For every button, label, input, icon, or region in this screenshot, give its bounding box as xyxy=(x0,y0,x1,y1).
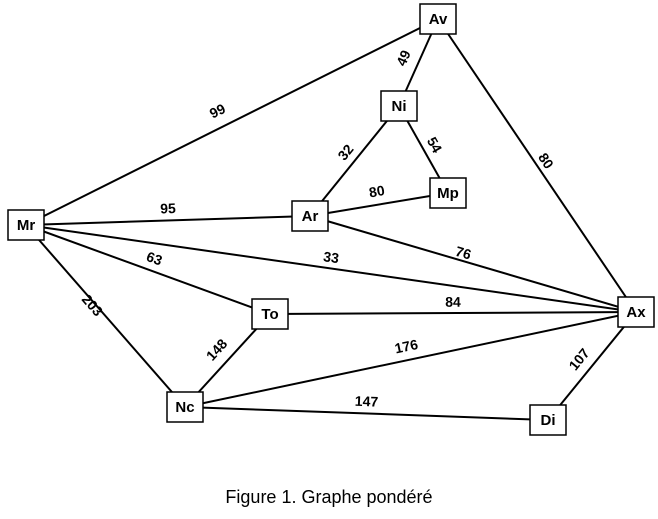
node-to: To xyxy=(251,298,289,330)
edge-weight-ni-ar: 32 xyxy=(334,141,356,163)
edge-weight-mr-ar: 95 xyxy=(160,200,176,216)
edge-mr-nc xyxy=(25,224,186,408)
node-mp: Mp xyxy=(429,177,467,209)
node-box-av xyxy=(419,3,457,35)
edge-av-ax xyxy=(437,18,637,313)
node-label-ax: Ax xyxy=(626,304,646,321)
edge-di-ax xyxy=(547,311,637,421)
node-label-to: To xyxy=(261,306,278,323)
edge-ni-ar xyxy=(309,105,400,217)
node-box-ax xyxy=(617,296,655,328)
edge-weight-to-ax: 84 xyxy=(445,294,461,310)
node-av: Av xyxy=(419,3,457,35)
edge-weight-ni-mp: 54 xyxy=(424,134,446,156)
edge-weight-ar-mp: 80 xyxy=(368,182,386,200)
node-label-av: Av xyxy=(429,11,448,28)
edge-weight-ar-ax: 76 xyxy=(454,243,474,263)
node-box-di xyxy=(529,404,567,436)
edge-nc-ax xyxy=(184,311,637,408)
edge-to-ax xyxy=(269,311,637,315)
edge-weight-nc-di: 147 xyxy=(355,393,379,410)
node-label-ni: Ni xyxy=(392,98,407,115)
edge-mr-to xyxy=(25,224,271,315)
node-label-mr: Mr xyxy=(17,217,35,234)
edge-weight-av-ni: 49 xyxy=(393,47,414,68)
edge-weight-av-ax: 80 xyxy=(535,150,557,172)
edge-mr-av xyxy=(25,18,439,226)
edge-nc-di xyxy=(184,406,549,421)
node-ax: Ax xyxy=(617,296,655,328)
edge-weight-mr-ax: 33 xyxy=(322,248,340,266)
edges-layer xyxy=(25,18,637,421)
node-box-to xyxy=(251,298,289,330)
node-di: Di xyxy=(529,404,567,436)
node-box-nc xyxy=(166,391,204,423)
node-label-mp: Mp xyxy=(437,185,459,202)
figure-caption: Figure 1. Graphe pondéré xyxy=(225,487,433,507)
node-ar: Ar xyxy=(291,200,329,232)
node-label-ar: Ar xyxy=(302,208,319,225)
edge-ar-ax xyxy=(309,215,637,313)
edge-mr-ar xyxy=(25,215,311,226)
node-ni: Ni xyxy=(380,90,418,122)
edge-weight-mr-to: 63 xyxy=(144,248,164,268)
node-box-mr xyxy=(7,209,45,241)
edge-weight-mr-av: 99 xyxy=(207,100,228,121)
node-box-ar xyxy=(291,200,329,232)
edge-mr-ax xyxy=(25,224,637,313)
node-label-di: Di xyxy=(541,412,556,429)
edge-ar-mp xyxy=(309,192,449,217)
node-box-ni xyxy=(380,90,418,122)
node-label-nc: Nc xyxy=(175,399,194,416)
edge-weight-to-nc: 148 xyxy=(203,335,231,363)
node-box-mp xyxy=(429,177,467,209)
node-mr: Mr xyxy=(7,209,45,241)
node-nc: Nc xyxy=(166,391,204,423)
edge-weight-nc-ax: 176 xyxy=(393,336,419,357)
edge-weight-mr-nc: 203 xyxy=(79,291,107,319)
nodes-layer: Av Ni Mp Ar Mr To Ax Nc Di xyxy=(7,3,655,436)
